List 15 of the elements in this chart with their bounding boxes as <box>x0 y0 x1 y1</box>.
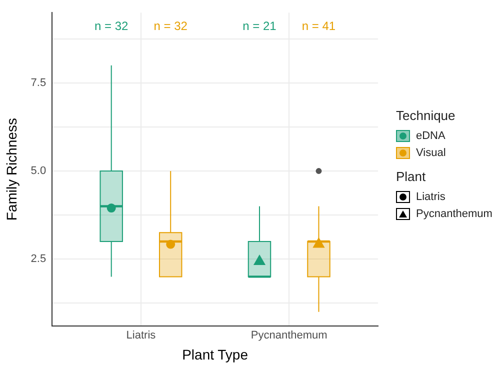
category-label: Pycnanthemum <box>416 208 492 220</box>
y-tick-label: 5.0 <box>30 165 46 178</box>
y-tick-label: 2.5 <box>30 253 46 266</box>
text: Plant <box>396 169 426 184</box>
text: n = 41 <box>302 18 336 33</box>
legend-label: eDNA <box>416 130 446 142</box>
text: n = 32 <box>154 18 188 33</box>
x-axis-title: Plant Type <box>182 346 248 362</box>
category-label: Liatris <box>416 190 446 202</box>
legend-label: Visual <box>416 146 446 158</box>
y-tick-label: 7.5 <box>30 77 46 90</box>
text: n = 21 <box>242 18 276 33</box>
y-axis-title: Family Richness <box>3 118 20 221</box>
text: n = 32 <box>94 18 128 33</box>
text: Technique <box>396 108 456 123</box>
